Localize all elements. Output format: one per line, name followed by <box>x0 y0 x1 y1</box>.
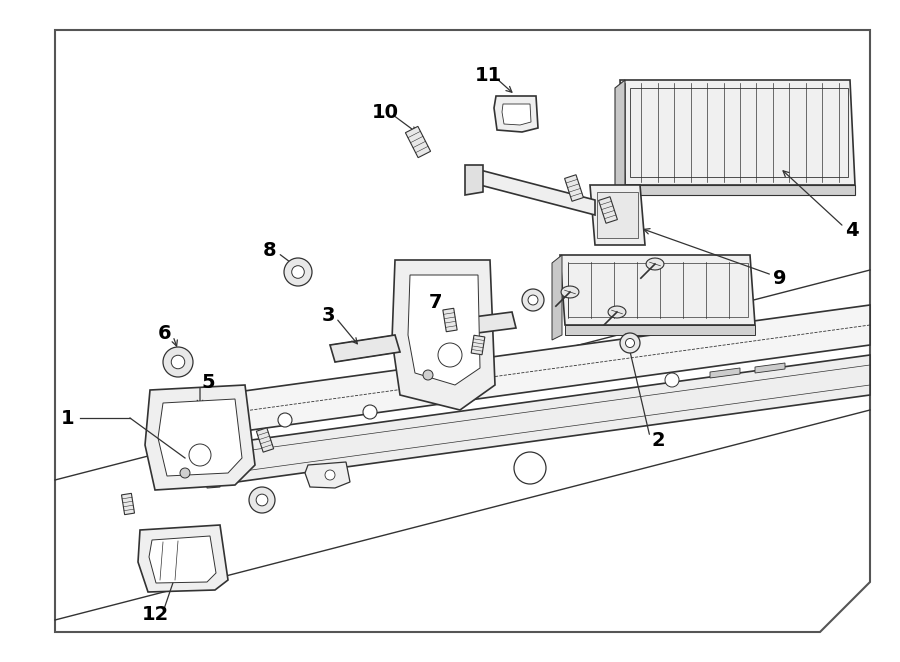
Polygon shape <box>450 312 516 336</box>
Text: 8: 8 <box>263 240 277 260</box>
Circle shape <box>325 470 335 480</box>
Circle shape <box>278 413 292 427</box>
Polygon shape <box>625 185 855 195</box>
Polygon shape <box>597 192 638 238</box>
Circle shape <box>292 265 304 278</box>
Circle shape <box>163 347 193 377</box>
Polygon shape <box>552 255 562 340</box>
Circle shape <box>180 468 190 478</box>
Text: 9: 9 <box>773 269 787 287</box>
Polygon shape <box>755 363 785 373</box>
Polygon shape <box>145 385 255 490</box>
Polygon shape <box>205 445 220 488</box>
Circle shape <box>438 343 462 367</box>
Text: 7: 7 <box>428 293 442 312</box>
Text: 1: 1 <box>61 408 75 428</box>
Polygon shape <box>392 260 495 410</box>
Circle shape <box>249 487 275 513</box>
Polygon shape <box>215 355 870 485</box>
Text: 2: 2 <box>652 430 665 449</box>
Circle shape <box>189 444 211 466</box>
Polygon shape <box>646 258 664 270</box>
Circle shape <box>284 258 312 286</box>
Circle shape <box>363 405 377 419</box>
Text: 3: 3 <box>321 305 335 324</box>
Circle shape <box>171 355 184 369</box>
Polygon shape <box>149 536 216 583</box>
Text: 12: 12 <box>141 606 168 624</box>
Polygon shape <box>620 80 855 185</box>
Polygon shape <box>564 175 583 201</box>
Polygon shape <box>305 462 350 488</box>
Text: 10: 10 <box>372 103 399 122</box>
Circle shape <box>528 295 538 305</box>
Polygon shape <box>615 80 625 200</box>
Circle shape <box>514 452 546 484</box>
Circle shape <box>620 333 640 353</box>
Circle shape <box>665 373 679 387</box>
Polygon shape <box>55 30 870 632</box>
Polygon shape <box>405 126 430 158</box>
Polygon shape <box>443 308 457 332</box>
Polygon shape <box>138 525 228 592</box>
Polygon shape <box>598 197 617 223</box>
Circle shape <box>256 494 268 506</box>
Polygon shape <box>408 275 480 385</box>
Circle shape <box>522 289 544 311</box>
Polygon shape <box>480 170 595 215</box>
Polygon shape <box>158 399 242 476</box>
Polygon shape <box>472 335 485 355</box>
Polygon shape <box>465 165 483 195</box>
Polygon shape <box>560 255 755 325</box>
Circle shape <box>626 338 634 348</box>
Polygon shape <box>330 335 400 362</box>
Text: 4: 4 <box>845 220 859 240</box>
Polygon shape <box>608 306 626 318</box>
Polygon shape <box>215 305 870 435</box>
Polygon shape <box>256 428 274 452</box>
Polygon shape <box>561 286 579 298</box>
Text: 11: 11 <box>474 66 501 85</box>
Circle shape <box>423 370 433 380</box>
Text: 5: 5 <box>202 373 215 391</box>
Polygon shape <box>494 96 538 132</box>
Polygon shape <box>710 368 740 378</box>
Polygon shape <box>205 394 220 440</box>
Polygon shape <box>122 493 134 514</box>
Polygon shape <box>590 185 645 245</box>
Text: 6: 6 <box>158 324 172 342</box>
Polygon shape <box>502 104 531 125</box>
Polygon shape <box>565 325 755 335</box>
